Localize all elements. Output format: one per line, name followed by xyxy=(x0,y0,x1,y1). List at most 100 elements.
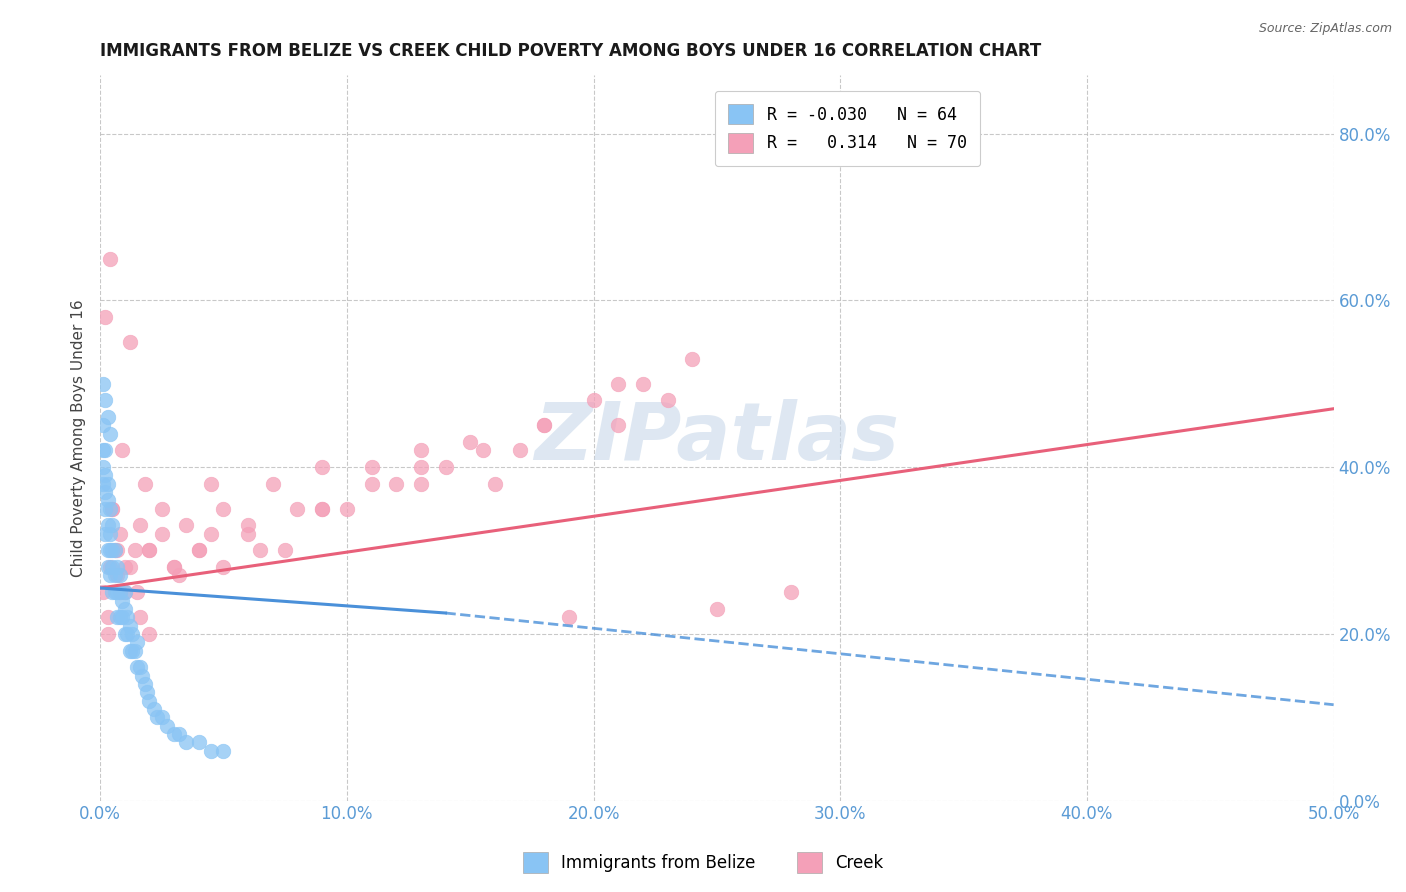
Point xyxy=(96,627,118,641)
Point xyxy=(98,543,121,558)
Point xyxy=(533,418,555,433)
Point xyxy=(101,543,124,558)
Point xyxy=(385,476,408,491)
Point xyxy=(176,518,198,533)
Point xyxy=(108,568,131,582)
Point xyxy=(128,610,150,624)
Point xyxy=(91,585,114,599)
Point xyxy=(118,334,141,349)
Point xyxy=(607,418,630,433)
Point xyxy=(96,476,118,491)
Point xyxy=(274,543,297,558)
Point xyxy=(105,568,128,582)
Point xyxy=(471,443,494,458)
Point xyxy=(311,501,333,516)
Point xyxy=(101,518,124,533)
Point xyxy=(138,543,160,558)
Point xyxy=(101,501,124,516)
Point xyxy=(104,585,127,599)
Point xyxy=(114,585,136,599)
Point xyxy=(212,501,235,516)
Point xyxy=(108,585,131,599)
Point xyxy=(121,627,143,641)
Point xyxy=(98,252,121,266)
Legend: Immigrants from Belize, Creek: Immigrants from Belize, Creek xyxy=(516,846,890,880)
Point xyxy=(101,585,124,599)
Text: Source: ZipAtlas.com: Source: ZipAtlas.com xyxy=(1258,22,1392,36)
Point xyxy=(94,468,117,483)
Point xyxy=(105,610,128,624)
Point xyxy=(101,501,124,516)
Point xyxy=(236,518,259,533)
Point xyxy=(98,526,121,541)
Point xyxy=(96,410,118,425)
Point xyxy=(117,610,139,624)
Point xyxy=(114,627,136,641)
Point xyxy=(582,393,605,408)
Point xyxy=(138,543,160,558)
Point xyxy=(150,501,173,516)
Point xyxy=(311,501,333,516)
Point xyxy=(111,443,134,458)
Point xyxy=(134,476,156,491)
Point xyxy=(484,476,506,491)
Point xyxy=(200,476,222,491)
Point xyxy=(156,718,179,732)
Point xyxy=(458,435,481,450)
Point xyxy=(136,685,159,699)
Point xyxy=(101,560,124,574)
Point xyxy=(91,460,114,475)
Point xyxy=(118,643,141,657)
Point xyxy=(98,568,121,582)
Point xyxy=(96,560,118,574)
Point xyxy=(94,310,117,324)
Point xyxy=(127,635,149,649)
Point xyxy=(96,543,118,558)
Point xyxy=(212,560,235,574)
Point xyxy=(104,568,127,582)
Point xyxy=(96,518,118,533)
Point xyxy=(311,460,333,475)
Point xyxy=(105,585,128,599)
Point xyxy=(131,668,153,682)
Point xyxy=(780,585,803,599)
Point xyxy=(681,351,703,366)
Point xyxy=(631,376,654,391)
Point xyxy=(108,585,131,599)
Point xyxy=(150,710,173,724)
Point xyxy=(409,460,432,475)
Point xyxy=(533,418,555,433)
Point xyxy=(200,526,222,541)
Point xyxy=(212,743,235,757)
Text: IMMIGRANTS FROM BELIZE VS CREEK CHILD POVERTY AMONG BOYS UNDER 16 CORRELATION CH: IMMIGRANTS FROM BELIZE VS CREEK CHILD PO… xyxy=(100,42,1042,60)
Point xyxy=(163,727,186,741)
Point xyxy=(167,727,190,741)
Point xyxy=(163,560,186,574)
Point xyxy=(117,627,139,641)
Point xyxy=(287,501,309,516)
Point xyxy=(558,610,581,624)
Point xyxy=(138,693,160,707)
Point xyxy=(249,543,271,558)
Point xyxy=(150,526,173,541)
Point xyxy=(94,526,117,541)
Point xyxy=(143,702,166,716)
Point xyxy=(657,393,679,408)
Point xyxy=(114,602,136,616)
Point xyxy=(105,543,128,558)
Point xyxy=(187,543,209,558)
Point xyxy=(94,443,117,458)
Point xyxy=(91,376,114,391)
Legend: R = -0.030   N = 64, R =   0.314   N = 70: R = -0.030 N = 64, R = 0.314 N = 70 xyxy=(714,91,980,167)
Point xyxy=(98,560,121,574)
Point xyxy=(127,660,149,674)
Point xyxy=(509,443,531,458)
Y-axis label: Child Poverty Among Boys Under 16: Child Poverty Among Boys Under 16 xyxy=(72,299,86,577)
Text: ZIPatlas: ZIPatlas xyxy=(534,399,900,477)
Point xyxy=(124,643,146,657)
Point xyxy=(127,585,149,599)
Point xyxy=(236,526,259,541)
Point xyxy=(91,443,114,458)
Point xyxy=(98,501,121,516)
Point xyxy=(94,393,117,408)
